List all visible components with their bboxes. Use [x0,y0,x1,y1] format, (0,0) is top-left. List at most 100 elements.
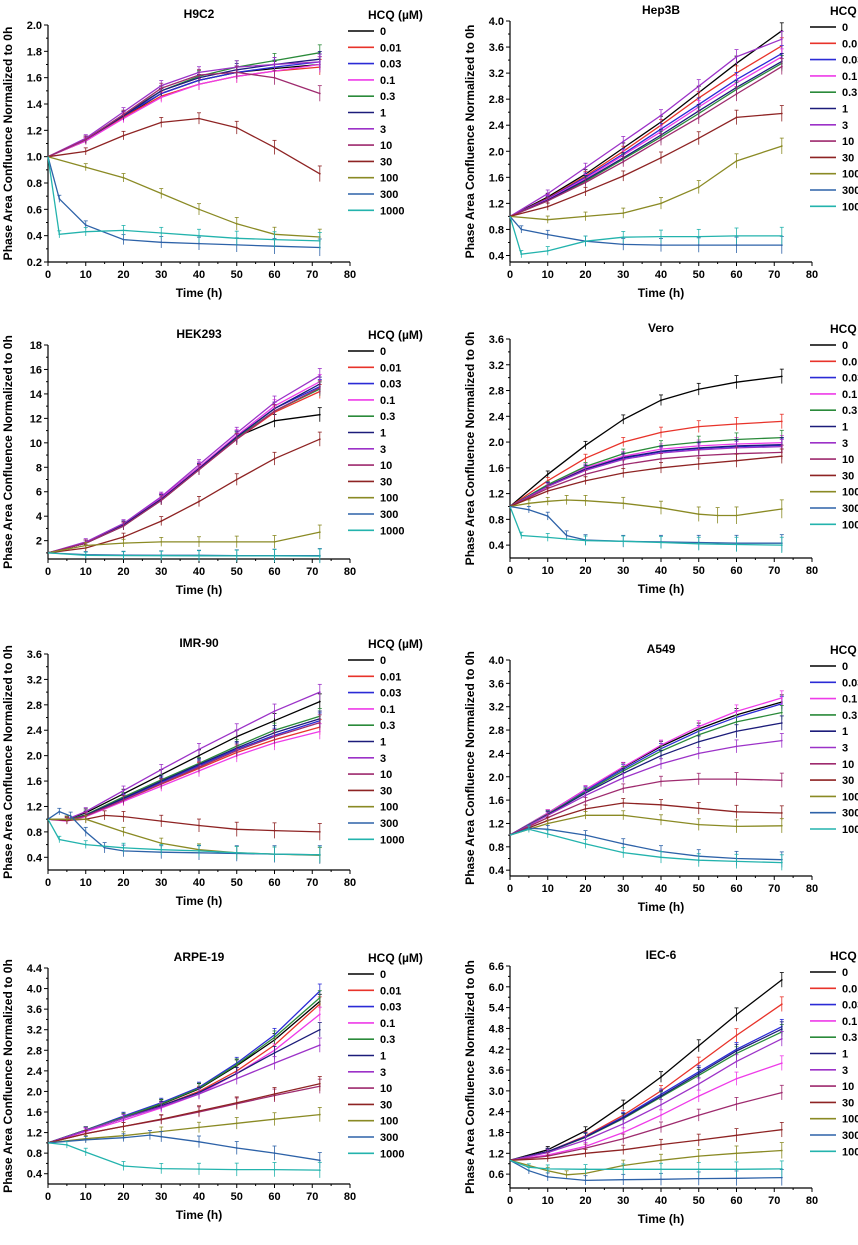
data-point [735,1060,738,1063]
x-tick-label: 60 [730,565,742,577]
legend-entry: 300 [842,185,858,197]
data-point [318,555,321,557]
x-axis-label: Time (h) [176,286,222,300]
series-1000 [509,1159,784,1177]
legend-title: HCQ (µM) [368,328,423,342]
y-tick-label: 3.6 [27,1004,42,1016]
data-point [122,815,125,818]
data-point [697,1044,700,1047]
legend-entry: 1000 [380,1148,404,1160]
x-tick-label: 40 [655,269,667,281]
data-point [65,818,68,821]
data-point [235,126,238,129]
data-point [520,534,523,537]
series-line [509,66,783,218]
legend-entry: 100 [380,802,398,814]
x-tick-label: 0 [507,883,513,895]
legend-entry: 100 [842,1114,858,1126]
data-point [780,375,783,378]
data-point [160,87,163,90]
data-point [697,778,700,780]
data-point [122,1117,125,1120]
data-point [565,1173,568,1176]
data-point [318,240,321,242]
data-point [584,190,587,193]
series-line [509,1091,782,1161]
data-point [584,1129,587,1132]
series-0 [509,368,784,507]
legend-entry: 300 [842,1130,858,1142]
legend-entry: 300 [380,818,398,830]
legend-entry: 30 [842,470,854,482]
chart-imr-90: IMR-900 10 20 30 40 50 60 70 800.40.81.21.62.02.… [1,636,423,908]
legend-entry: 3 [380,124,386,136]
data-point [198,500,200,503]
legend-entry: 0 [842,967,848,979]
data-point [546,199,549,202]
series-0.01 [47,58,322,158]
data-point [198,766,200,768]
data-point [122,525,125,527]
legend-entry: 10 [842,759,854,771]
data-point [735,423,738,425]
data-point [780,420,783,423]
series-3 [48,683,322,823]
series-line [509,455,782,508]
data-point [584,479,587,482]
series-100 [47,156,322,245]
x-tick-label: 20 [117,1191,129,1203]
series-line [509,62,783,218]
data-point [780,711,783,714]
legend-entry: 100 [842,169,858,181]
series-line [509,444,782,508]
series-line [509,112,782,218]
y-tick-label: 1.6 [489,795,504,807]
data-point [584,834,587,837]
x-tick-label: 20 [579,565,591,577]
x-axis-label: Time (h) [176,583,222,597]
data-point [584,1168,587,1171]
series-0 [509,972,784,1161]
legend-entry: 0.3 [842,87,857,99]
data-point [160,1105,163,1108]
data-point [622,1131,625,1134]
y-tick-label: 2.4 [489,120,505,132]
data-point [780,544,783,547]
y-tick-label: 1.6 [489,463,504,475]
data-point [735,745,738,748]
data-point [84,138,87,141]
y-tick-label: 2.8 [489,725,504,737]
series-3 [47,1037,322,1144]
y-tick-label: 0.6 [27,204,42,216]
data-point [622,160,625,163]
series-line [509,802,782,836]
data-point [122,846,125,849]
x-tick-label: 50 [231,566,243,578]
data-point [780,697,783,699]
data-point [160,820,163,822]
series-line [509,506,782,546]
chart-arpe-19: ARPE-190 10 20 30 40 50 60 70 800.40.81.21.62.02… [1,950,423,1222]
x-tick-label: 80 [806,883,818,895]
data-point [780,1003,783,1006]
data-point [58,197,61,200]
series-line [509,697,782,836]
series-line [509,701,782,836]
data-point [622,140,625,143]
series-0.3 [47,990,322,1144]
y-tick-label: 16 [30,364,42,376]
data-point [527,502,530,505]
series-line [47,61,320,158]
data-point [697,725,700,728]
data-point [660,1095,662,1097]
legend-entry: 30 [380,1099,392,1111]
series-line [47,814,320,833]
data-point [780,508,783,510]
data-point [318,531,321,533]
series-0.03 [509,1018,784,1161]
y-tick-label: 2.0 [489,437,504,449]
data-point [84,230,87,233]
y-tick-label: 3.2 [489,360,504,372]
data-point [622,1178,625,1181]
